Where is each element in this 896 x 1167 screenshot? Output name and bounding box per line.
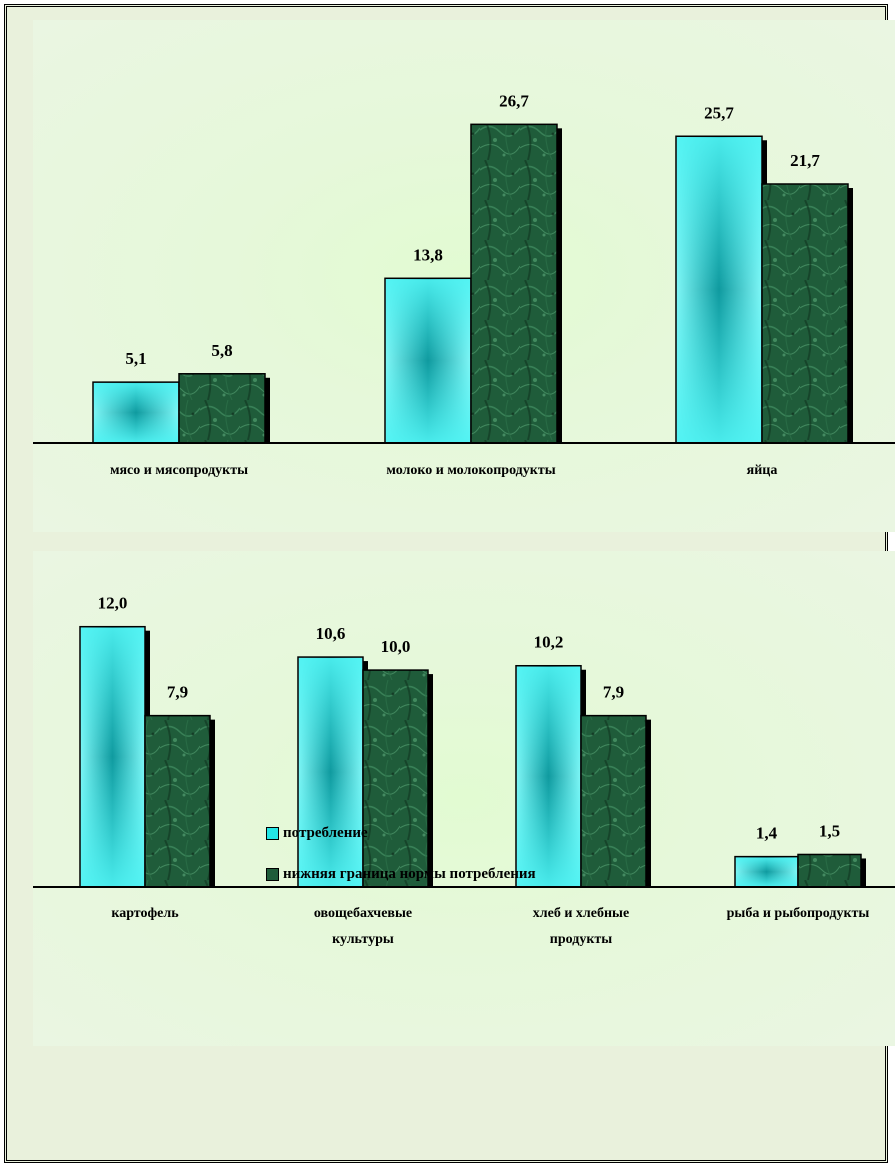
chart-1: 5,1 5,8 мясо и мясопродукты 13,8 26,7 молоко … [33,91,895,478]
bar-norm-4 [797,853,862,888]
data-label-consumption: 1,4 [756,824,778,843]
data-label-consumption: 13,8 [413,245,443,264]
data-label-norm: 26,7 [499,91,529,110]
bar-consumption-highlight-1 [94,383,178,442]
data-label-consumption: 5,1 [125,349,146,368]
bar-norm-2 [362,669,429,888]
bar-norm-3 [761,183,849,444]
category-label: картофель [111,906,179,921]
data-label-consumption: 10,2 [534,633,564,652]
bar-consumption-highlight-3 [677,137,761,443]
category-label: мясо и мясопродукты [110,463,248,478]
bar-consumption-highlight-2 [299,658,362,886]
data-label-consumption: 10,6 [316,624,346,643]
data-label-consumption: 12,0 [98,594,128,613]
bar-norm-1 [144,714,211,888]
legend-label-consumption: потребление [283,825,368,841]
category-label: продукты [550,932,612,947]
category-label: культуры [332,932,394,947]
data-label-norm: 7,9 [167,683,188,702]
bar-consumption-highlight-3 [517,666,580,886]
legend-label-norm: нижняя граница нормы потребления [283,866,536,882]
bar-consumption-highlight-2 [386,279,470,442]
bar-norm-1 [178,373,266,444]
data-label-norm: 1,5 [819,821,840,840]
category-label: рыба и рыбопродукты [727,906,870,921]
bar-consumption-highlight-1 [81,627,144,886]
bar-norm-3 [580,714,647,888]
legend-item-consumption: потребление [266,825,368,842]
bar-norm-2 [470,123,558,444]
legend-swatch-consumption [266,827,279,840]
data-label-norm: 21,7 [790,151,820,170]
data-label-consumption: 25,7 [704,103,734,122]
category-label: овощебахчевые [314,906,412,921]
data-label-norm: 10,0 [381,637,411,656]
legend-swatch-norm [266,868,279,881]
chart-2: 12,0 7,9 картофель 10,6 10,0 овощебахчевые кул… [33,594,895,947]
category-label: хлеб и хлебные [533,906,629,921]
category-label: яйца [747,463,778,478]
data-label-norm: 5,8 [211,341,232,360]
category-label: молоко и молокопродукты [386,463,555,478]
data-label-norm: 7,9 [603,683,624,702]
legend-item-norm: нижняя граница нормы потребления [266,866,536,883]
bar-consumption-highlight-4 [736,857,797,886]
